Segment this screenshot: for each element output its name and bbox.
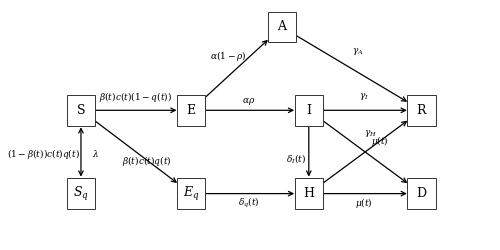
Text: I: I xyxy=(306,104,312,117)
Text: $\gamma_I$: $\gamma_I$ xyxy=(358,91,368,102)
Text: H: H xyxy=(304,187,314,200)
Text: $E_q$: $E_q$ xyxy=(183,184,200,202)
Text: $\lambda$: $\lambda$ xyxy=(92,148,100,159)
Text: $\mu(t)$: $\mu(t)$ xyxy=(371,134,389,148)
Text: E: E xyxy=(186,104,196,117)
Text: $\delta_I(t)$: $\delta_I(t)$ xyxy=(286,152,306,164)
Text: $\alpha(1-\rho)$: $\alpha(1-\rho)$ xyxy=(210,50,246,64)
Text: D: D xyxy=(416,187,426,200)
FancyBboxPatch shape xyxy=(294,95,323,126)
Text: $\beta(t)c(t)q(t)$: $\beta(t)c(t)q(t)$ xyxy=(122,154,172,168)
Text: A: A xyxy=(278,20,286,34)
FancyBboxPatch shape xyxy=(66,178,95,209)
Text: $\alpha\rho$: $\alpha\rho$ xyxy=(242,96,255,107)
Text: $\gamma_A$: $\gamma_A$ xyxy=(352,46,364,57)
FancyBboxPatch shape xyxy=(177,178,206,209)
Text: $\gamma_H$: $\gamma_H$ xyxy=(364,128,376,139)
Text: $(1 - \beta(t))c(t)q(t)$: $(1 - \beta(t))c(t)q(t)$ xyxy=(8,148,81,162)
Text: $S_q$: $S_q$ xyxy=(73,184,89,202)
Text: S: S xyxy=(76,104,85,117)
FancyBboxPatch shape xyxy=(177,95,206,126)
FancyBboxPatch shape xyxy=(294,178,323,209)
FancyBboxPatch shape xyxy=(66,95,95,126)
Text: R: R xyxy=(417,104,426,117)
FancyBboxPatch shape xyxy=(268,12,296,42)
Text: $\delta_q(t)$: $\delta_q(t)$ xyxy=(238,196,260,210)
Text: $\mu(t)$: $\mu(t)$ xyxy=(355,196,372,210)
FancyBboxPatch shape xyxy=(408,95,436,126)
FancyBboxPatch shape xyxy=(408,178,436,209)
Text: $\beta(t)c(t)(1-q(t))$: $\beta(t)c(t)(1-q(t))$ xyxy=(99,90,172,104)
